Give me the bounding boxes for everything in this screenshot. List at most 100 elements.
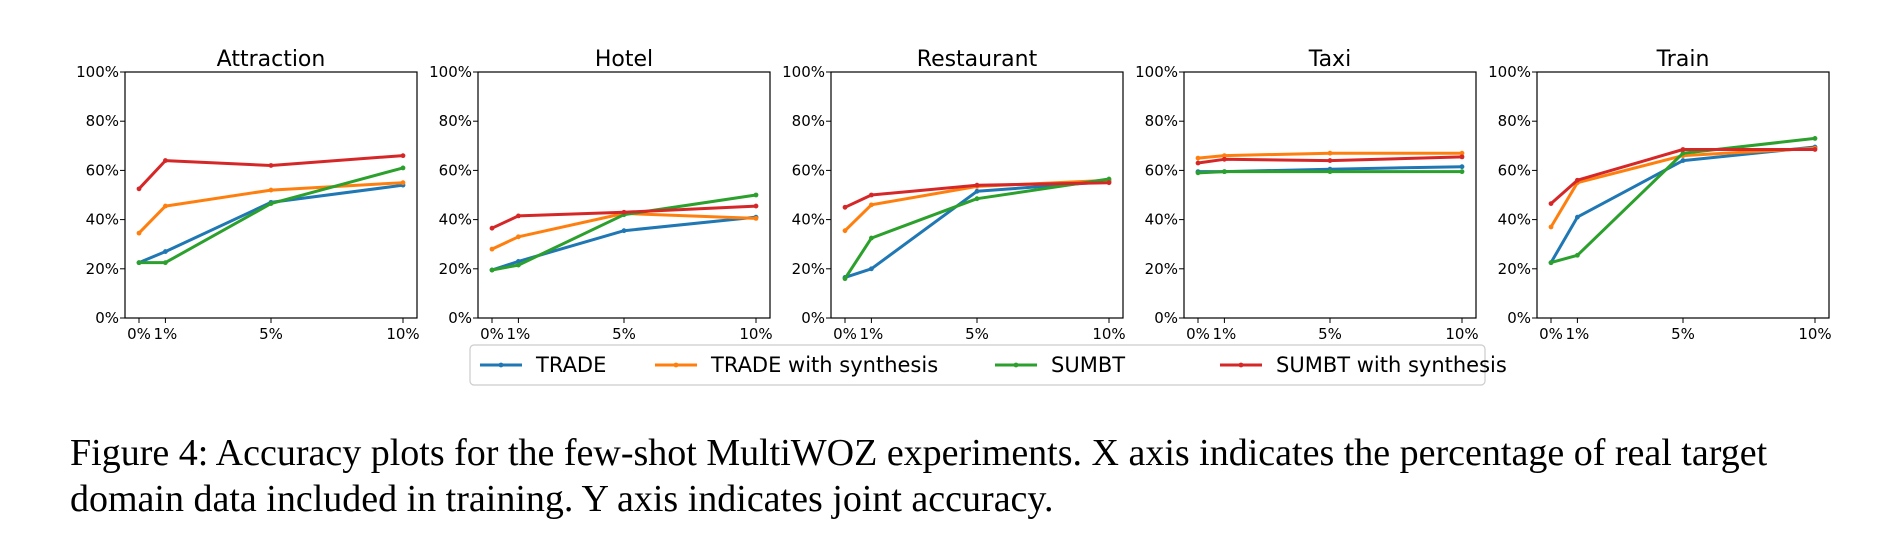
train-x-tick-label: 0% [1539, 325, 1563, 343]
restaurant-point-sumbt-with-synthesis [974, 182, 980, 188]
taxi-point-trade-with-synthesis [1327, 150, 1333, 156]
taxi-x-tick-label: 1% [1213, 325, 1237, 343]
restaurant-point-sumbt-with-synthesis [842, 204, 848, 210]
attraction-point-sumbt [268, 201, 274, 207]
attraction-x-tick-label: 0% [127, 325, 151, 343]
restaurant-x-tick-label: 0% [833, 325, 857, 343]
attraction-point-trade-with-synthesis [136, 230, 142, 236]
train-series-sumbt-with-synthesis [1550, 148, 1815, 205]
hotel-point-sumbt-with-synthesis [489, 225, 495, 231]
legend-label-trade: TRADE [535, 353, 606, 377]
taxi-x-tick-label: 5% [1318, 325, 1342, 343]
hotel-x-tick-label: 5% [612, 325, 636, 343]
hotel-y-tick-label: 40% [439, 211, 472, 229]
attraction-y-tick-label: 80% [86, 112, 119, 130]
train-point-sumbt-with-synthesis [1575, 177, 1580, 183]
taxi-series-sumbt-with-synthesis [1197, 155, 1463, 165]
taxi-point-trade [1459, 164, 1465, 170]
legend-label-sumbt-with-synthesis: SUMBT with synthesis [1276, 353, 1507, 377]
restaurant-y-tick-label: 40% [792, 211, 825, 229]
attraction-point-sumbt-with-synthesis [163, 158, 168, 163]
attraction-point-trade-with-synthesis [268, 187, 274, 193]
hotel-y-tick-label: 20% [439, 260, 472, 278]
attraction-y-tick-label: 60% [86, 161, 119, 179]
restaurant-series-sumbt-with-synthesis [844, 181, 1110, 209]
restaurant-point-sumbt [869, 235, 874, 241]
taxi-x-tick-label: 0% [1186, 325, 1210, 343]
train-x-tick-label: 10% [1798, 325, 1831, 343]
restaurant-point-trade-with-synthesis [842, 228, 848, 234]
hotel-plot-frame [477, 71, 771, 319]
legend-label-sumbt: SUMBT [1051, 353, 1125, 377]
taxi-panel-title: Taxi [1308, 47, 1351, 72]
train-point-sumbt [1680, 150, 1686, 156]
restaurant-y-tick-label: 60% [792, 161, 825, 179]
taxi-point-sumbt [1222, 169, 1227, 175]
attraction-point-sumbt-with-synthesis [268, 163, 274, 168]
train-point-sumbt [1548, 260, 1554, 266]
hotel-point-sumbt [489, 267, 495, 273]
train-y-tick-label: 100% [1488, 63, 1531, 81]
train-point-sumbt-with-synthesis [1548, 201, 1554, 207]
legend-label-trade-with-synthesis: TRADE with synthesis [710, 353, 938, 377]
attraction-point-trade-with-synthesis [400, 180, 406, 186]
legend-marker-sumbt-with-synthesis [1238, 362, 1244, 368]
taxi-point-sumbt [1195, 170, 1201, 176]
restaurant-y-tick-label: 80% [792, 112, 825, 130]
attraction-plot-frame [124, 71, 418, 319]
taxi-point-sumbt [1327, 169, 1333, 175]
train-plot-frame [1536, 71, 1830, 319]
train-x-tick-label: 1% [1566, 325, 1590, 343]
hotel-series-sumbt [491, 193, 757, 272]
restaurant-x-tick-label: 10% [1092, 325, 1125, 343]
restaurant-y-tick-label: 0% [801, 309, 825, 327]
attraction-series-sumbt-with-synthesis [137, 154, 404, 190]
attraction-point-trade-with-synthesis [163, 203, 168, 209]
train-series-trade-with-synthesis [1549, 146, 1816, 228]
restaurant-point-sumbt [1106, 176, 1112, 182]
restaurant-y-tick-label: 100% [782, 63, 825, 81]
hotel-series-trade-with-synthesis [491, 211, 757, 251]
attraction-panel-title: Attraction [217, 47, 326, 72]
train-y-tick-label: 80% [1498, 112, 1531, 130]
train-y-tick-label: 0% [1507, 309, 1531, 327]
attraction-series-trade [138, 183, 404, 264]
hotel-y-tick-label: 0% [448, 309, 472, 327]
restaurant-series-trade [844, 180, 1110, 279]
hotel-x-tick-label: 1% [507, 325, 531, 343]
legend-marker-trade [498, 362, 504, 368]
attraction-y-tick-label: 0% [95, 309, 119, 327]
taxi-point-sumbt [1459, 169, 1465, 175]
attraction-point-sumbt-with-synthesis [136, 186, 142, 192]
hotel-point-sumbt [753, 192, 759, 198]
taxi-y-tick-label: 60% [1145, 161, 1178, 179]
hotel-y-tick-label: 100% [429, 63, 472, 81]
train-x-tick-label: 5% [1671, 325, 1695, 343]
taxi-y-tick-label: 80% [1145, 112, 1178, 130]
hotel-point-trade [621, 228, 627, 234]
hotel-point-trade [516, 259, 521, 264]
attraction-y-tick-label: 100% [76, 63, 119, 81]
train-y-tick-label: 60% [1498, 161, 1531, 179]
train-point-trade-with-synthesis [1548, 224, 1554, 230]
attraction-point-sumbt [400, 165, 406, 171]
restaurant-point-trade [869, 266, 874, 272]
hotel-panel-title: Hotel [595, 47, 653, 72]
taxi-y-tick-label: 0% [1154, 309, 1178, 327]
train-y-tick-label: 20% [1498, 260, 1531, 278]
taxi-point-sumbt-with-synthesis [1459, 154, 1465, 160]
attraction-y-tick-label: 40% [86, 211, 119, 229]
taxi-point-trade-with-synthesis [1195, 155, 1201, 161]
taxi-point-trade-with-synthesis [1222, 153, 1227, 159]
train-point-trade [1680, 158, 1686, 163]
attraction-y-tick-label: 20% [86, 260, 119, 278]
hotel-y-tick-label: 60% [439, 161, 472, 179]
taxi-point-sumbt-with-synthesis [1327, 158, 1333, 163]
train-point-sumbt-with-synthesis [1680, 147, 1686, 152]
restaurant-x-tick-label: 5% [965, 325, 989, 343]
train-point-trade [1575, 214, 1580, 220]
figure-caption: Figure 4: Accuracy plots for the few-sho… [70, 432, 1768, 520]
taxi-point-sumbt-with-synthesis [1195, 160, 1201, 166]
attraction-point-sumbt [136, 260, 142, 266]
